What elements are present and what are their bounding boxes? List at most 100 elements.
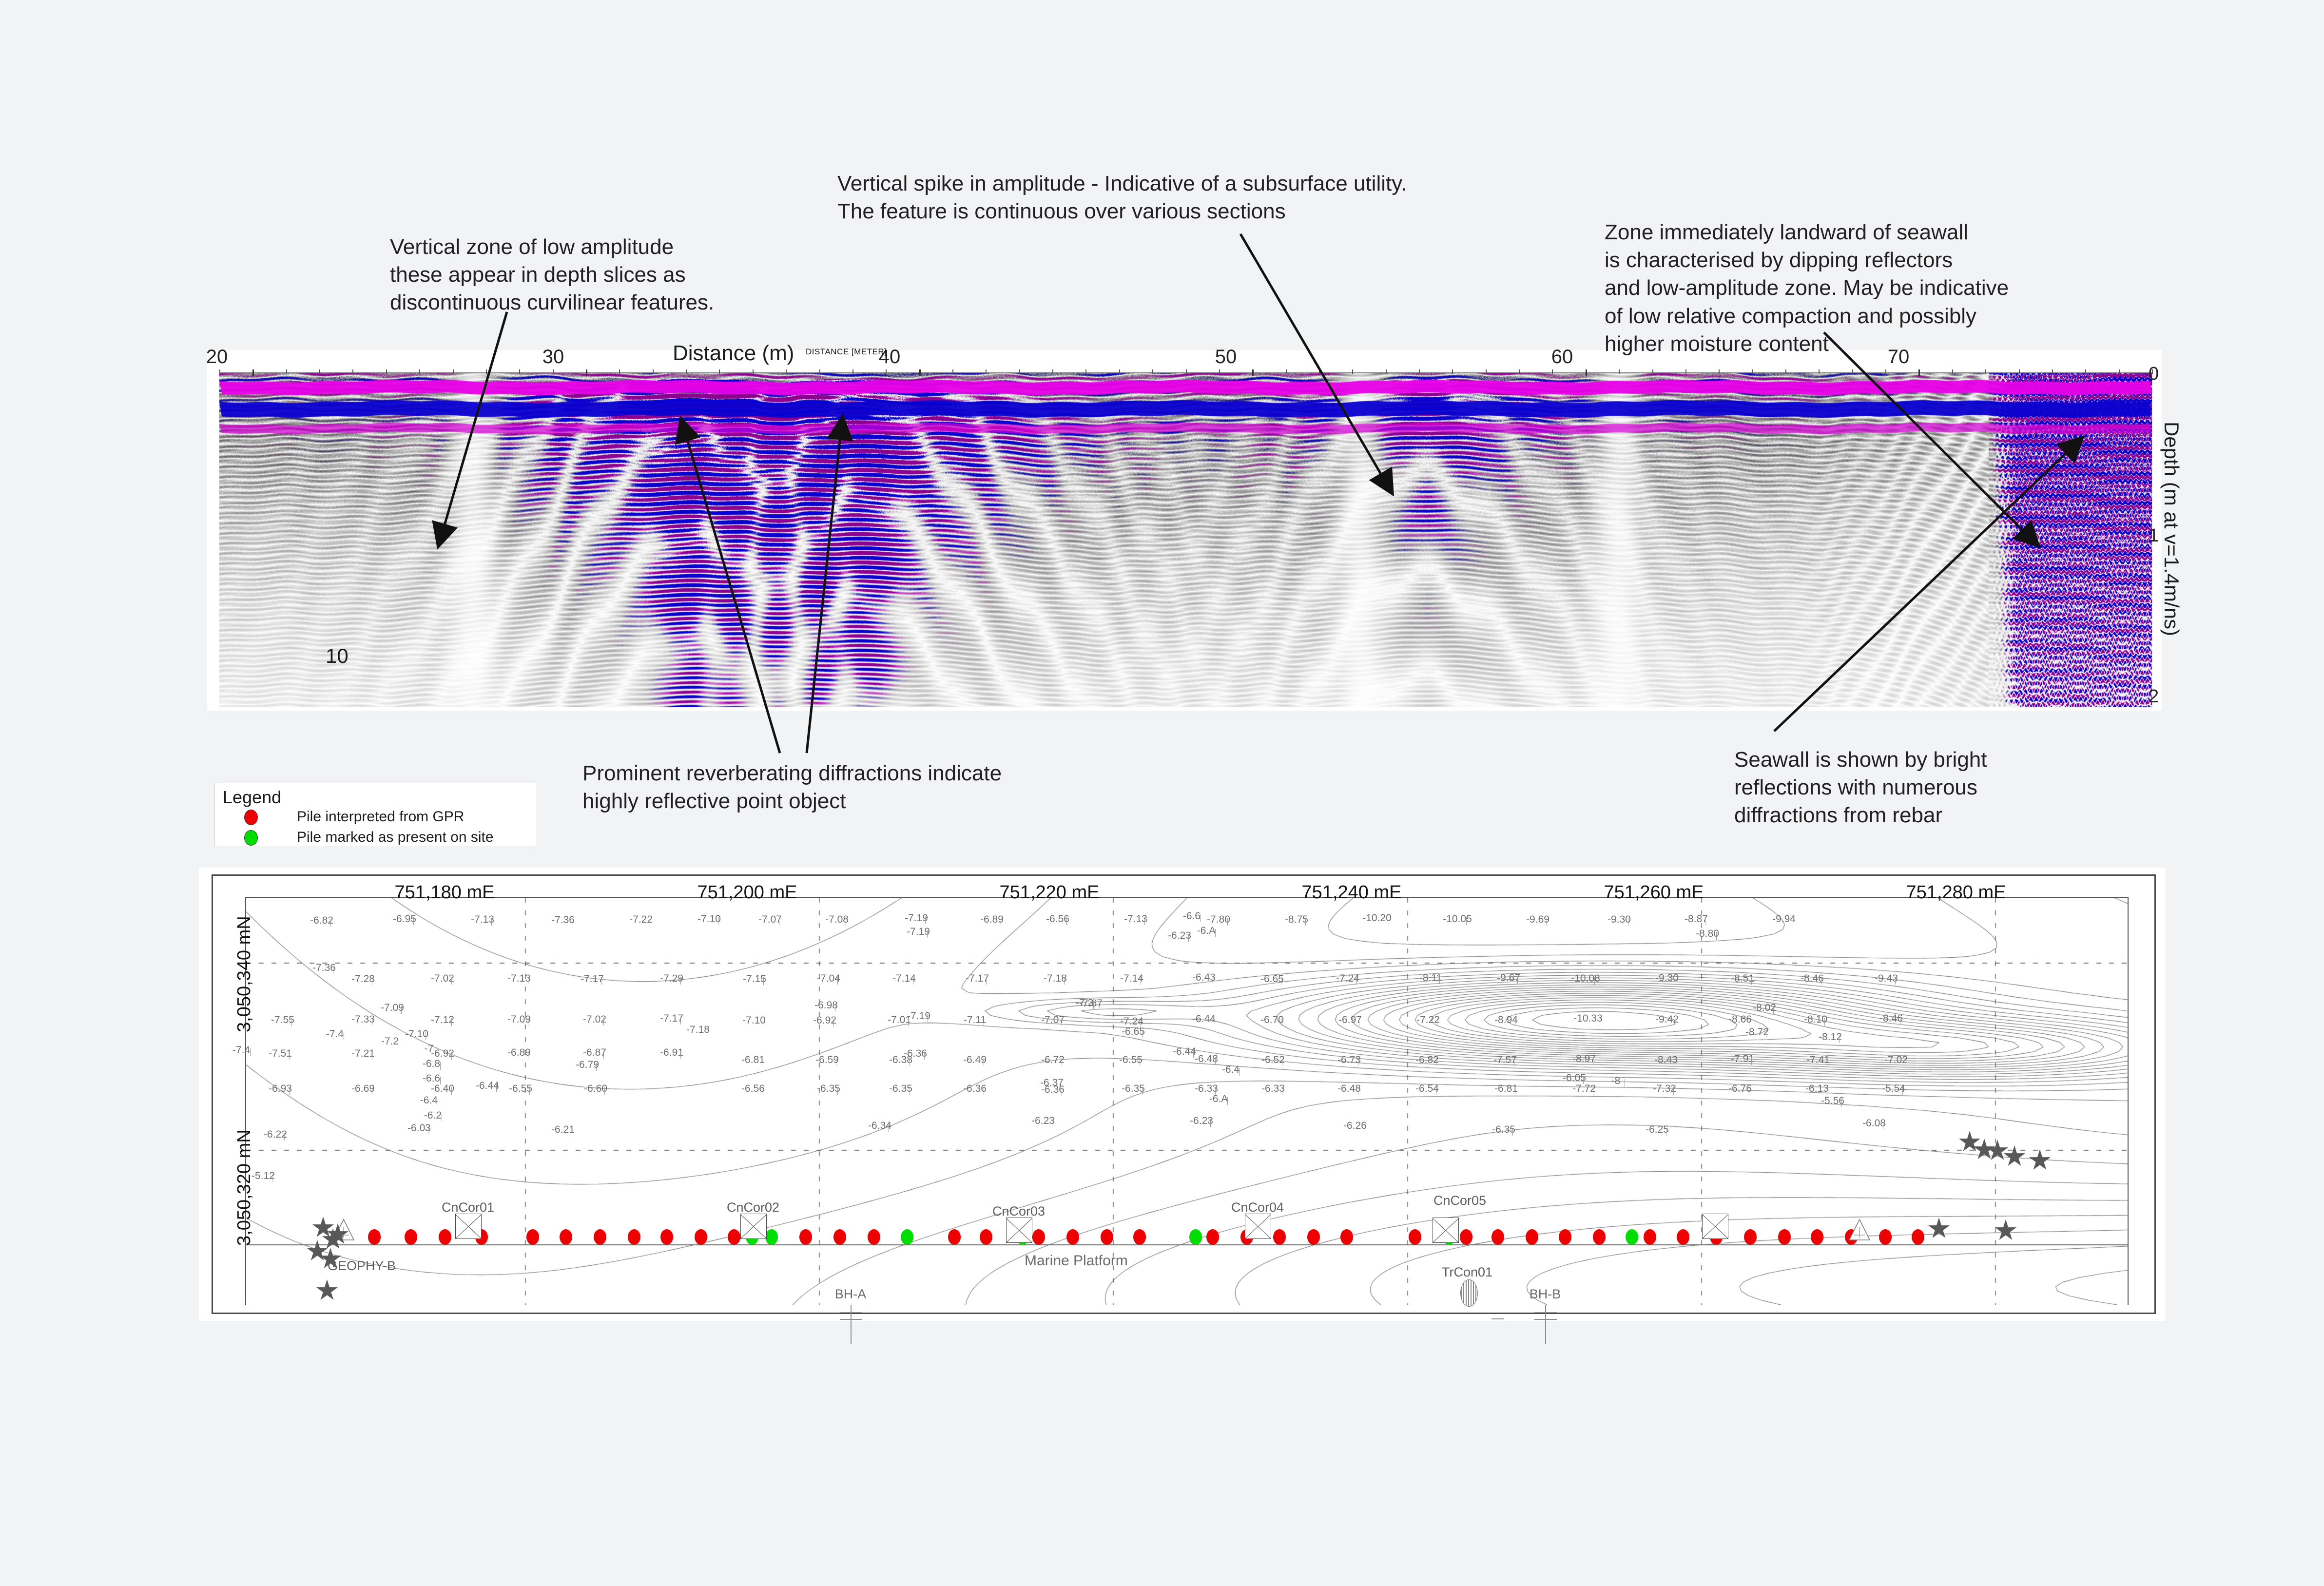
spot-height-label: -7.13 <box>1124 913 1147 925</box>
pile-interpreted-marker[interactable] <box>833 1229 846 1245</box>
pile-interpreted-marker[interactable] <box>1066 1229 1079 1245</box>
structure-box[interactable] <box>455 1214 482 1239</box>
annotation-landward-zone: Zone immediately landward of seawall is … <box>1605 220 2009 356</box>
spot-height-tick <box>1841 1099 1842 1107</box>
structure-box[interactable] <box>1245 1214 1271 1239</box>
legend-title: Legend <box>223 787 282 807</box>
spot-height-label: -6.37 <box>1040 1077 1064 1088</box>
spot-height-label: -5.54 <box>1882 1083 1905 1094</box>
easting-label-5: 751,280 mE <box>1906 882 2006 903</box>
gpr-x-tick <box>1152 369 1154 374</box>
spot-height-label: -6.44 <box>1173 1046 1196 1057</box>
pile-interpreted-marker[interactable] <box>1559 1229 1571 1245</box>
spot-height-label: -7.12 <box>431 1014 454 1025</box>
pile-interpreted-marker[interactable] <box>868 1229 880 1245</box>
pile-interpreted-marker[interactable] <box>1101 1229 1113 1245</box>
geophy-b-label: GEOPHY-B <box>327 1258 396 1273</box>
spot-height-label: -7.10 <box>405 1028 428 1040</box>
spot-height-label: -6.8 <box>422 1058 441 1069</box>
gpr-x-tick <box>1819 369 1820 374</box>
rock-outcrop-marker <box>316 1279 338 1300</box>
pile-interpreted-marker[interactable] <box>1677 1229 1689 1245</box>
spot-height-label: -7.02 <box>431 973 454 984</box>
pile-interpreted-marker[interactable] <box>660 1229 673 1245</box>
spot-height-label: -6.44 <box>1192 1013 1216 1025</box>
pile-interpreted-marker[interactable] <box>980 1229 992 1245</box>
pile-interpreted-marker[interactable] <box>1460 1229 1472 1245</box>
pile-onsite-marker[interactable] <box>1189 1229 1202 1245</box>
structure-box[interactable] <box>1006 1218 1032 1243</box>
spot-height-label: -7.41 <box>1806 1054 1830 1065</box>
pile-interpreted-marker[interactable] <box>1644 1229 1656 1245</box>
gpr-x-tick <box>1052 369 1054 374</box>
spot-height-label: -6.13 <box>1805 1083 1829 1094</box>
structure-box[interactable] <box>1433 1218 1459 1243</box>
pile-onsite-marker[interactable] <box>765 1229 778 1245</box>
pile-interpreted-marker[interactable] <box>728 1229 740 1245</box>
pile-interpreted-marker[interactable] <box>695 1229 707 1245</box>
pile-interpreted-marker[interactable] <box>405 1229 417 1245</box>
rock-outcrop-marker <box>1958 1131 1981 1151</box>
pile-onsite-marker[interactable] <box>901 1229 913 1245</box>
gpr-x-tick <box>252 369 254 376</box>
spot-height-label: -6.23 <box>1168 930 1191 941</box>
spot-height-label: -7.2 <box>1075 997 1094 1008</box>
pile-interpreted-marker[interactable] <box>1307 1229 1320 1245</box>
spot-height-label: -6.76 <box>1728 1083 1752 1094</box>
gpr-x-tick <box>2118 369 2120 374</box>
pile-interpreted-marker[interactable] <box>1593 1229 1606 1245</box>
spot-height-label: -7.21 <box>351 1048 375 1059</box>
pile-onsite-marker[interactable] <box>1626 1229 1638 1245</box>
pile-interpreted-marker[interactable] <box>1526 1229 1538 1245</box>
spot-height-label: -6.23 <box>1190 1115 1213 1126</box>
pile-interpreted-marker[interactable] <box>628 1229 640 1245</box>
spot-height-label: -6.4 <box>420 1095 438 1106</box>
pile-interpreted-marker[interactable] <box>1340 1229 1353 1245</box>
gpr-x-tick <box>652 369 654 374</box>
pile-interpreted-marker[interactable] <box>560 1229 572 1245</box>
structure-box[interactable] <box>1702 1214 1728 1239</box>
spot-height-label: -8.10 <box>1804 1014 1827 1025</box>
pile-interpreted-marker[interactable] <box>439 1229 451 1245</box>
spot-height-tick <box>1751 1057 1752 1065</box>
pile-interpreted-marker[interactable] <box>526 1229 539 1245</box>
pile-interpreted-marker[interactable] <box>1032 1229 1045 1245</box>
spot-height-tick <box>837 977 838 985</box>
pile-interpreted-marker[interactable] <box>1273 1229 1286 1245</box>
pile-interpreted-marker[interactable] <box>1811 1229 1823 1245</box>
structure-box[interactable] <box>740 1214 767 1239</box>
pile-interpreted-marker[interactable] <box>1491 1229 1504 1245</box>
pile-interpreted-marker[interactable] <box>948 1229 961 1245</box>
spot-height-label: -6.93 <box>269 1083 292 1094</box>
pile-interpreted-marker[interactable] <box>1206 1229 1219 1245</box>
gpr-x-tick <box>585 369 587 376</box>
pile-interpreted-marker[interactable] <box>799 1229 812 1245</box>
red-dot-icon <box>244 810 258 825</box>
pile-interpreted-marker[interactable] <box>1133 1229 1146 1245</box>
spot-height-label: -7.36 <box>551 914 575 926</box>
spot-height-label: -6.22 <box>264 1129 287 1140</box>
spot-height-label: -6.A <box>1197 925 1216 936</box>
gpr-x-tick <box>286 369 287 374</box>
legend-label-gpr-pile: Pile interpreted from GPR <box>297 809 465 825</box>
spot-height-label: -7.24 <box>1336 973 1359 984</box>
annotation-vertical-spike: Vertical spike in amplitude - Indicative… <box>837 172 1407 224</box>
spot-height-label: -6.60 <box>584 1083 607 1094</box>
spot-height-label: -6.48 <box>1337 1083 1361 1094</box>
structure-label: CnCor01 <box>441 1200 495 1215</box>
spot-height-label: -6.82 <box>310 915 333 926</box>
spot-height-label: -6.6 <box>1182 910 1201 922</box>
pile-interpreted-marker[interactable] <box>594 1229 606 1245</box>
spot-height-label: -6.56 <box>1046 913 1069 925</box>
spot-height-tick <box>440 1077 441 1084</box>
pile-interpreted-marker[interactable] <box>1744 1229 1757 1245</box>
gpr-x-tick <box>952 369 953 374</box>
spot-height-label: -6.33 <box>1195 1083 1218 1094</box>
pile-interpreted-marker[interactable] <box>368 1229 381 1245</box>
pile-interpreted-marker[interactable] <box>1778 1229 1791 1245</box>
pile-interpreted-marker[interactable] <box>1879 1229 1892 1245</box>
spot-height-label: -7.80 <box>1207 914 1230 925</box>
pile-interpreted-marker[interactable] <box>1912 1229 1924 1245</box>
pile-interpreted-marker[interactable] <box>1409 1229 1421 1245</box>
spot-height-label: -7.2 <box>381 1036 399 1047</box>
